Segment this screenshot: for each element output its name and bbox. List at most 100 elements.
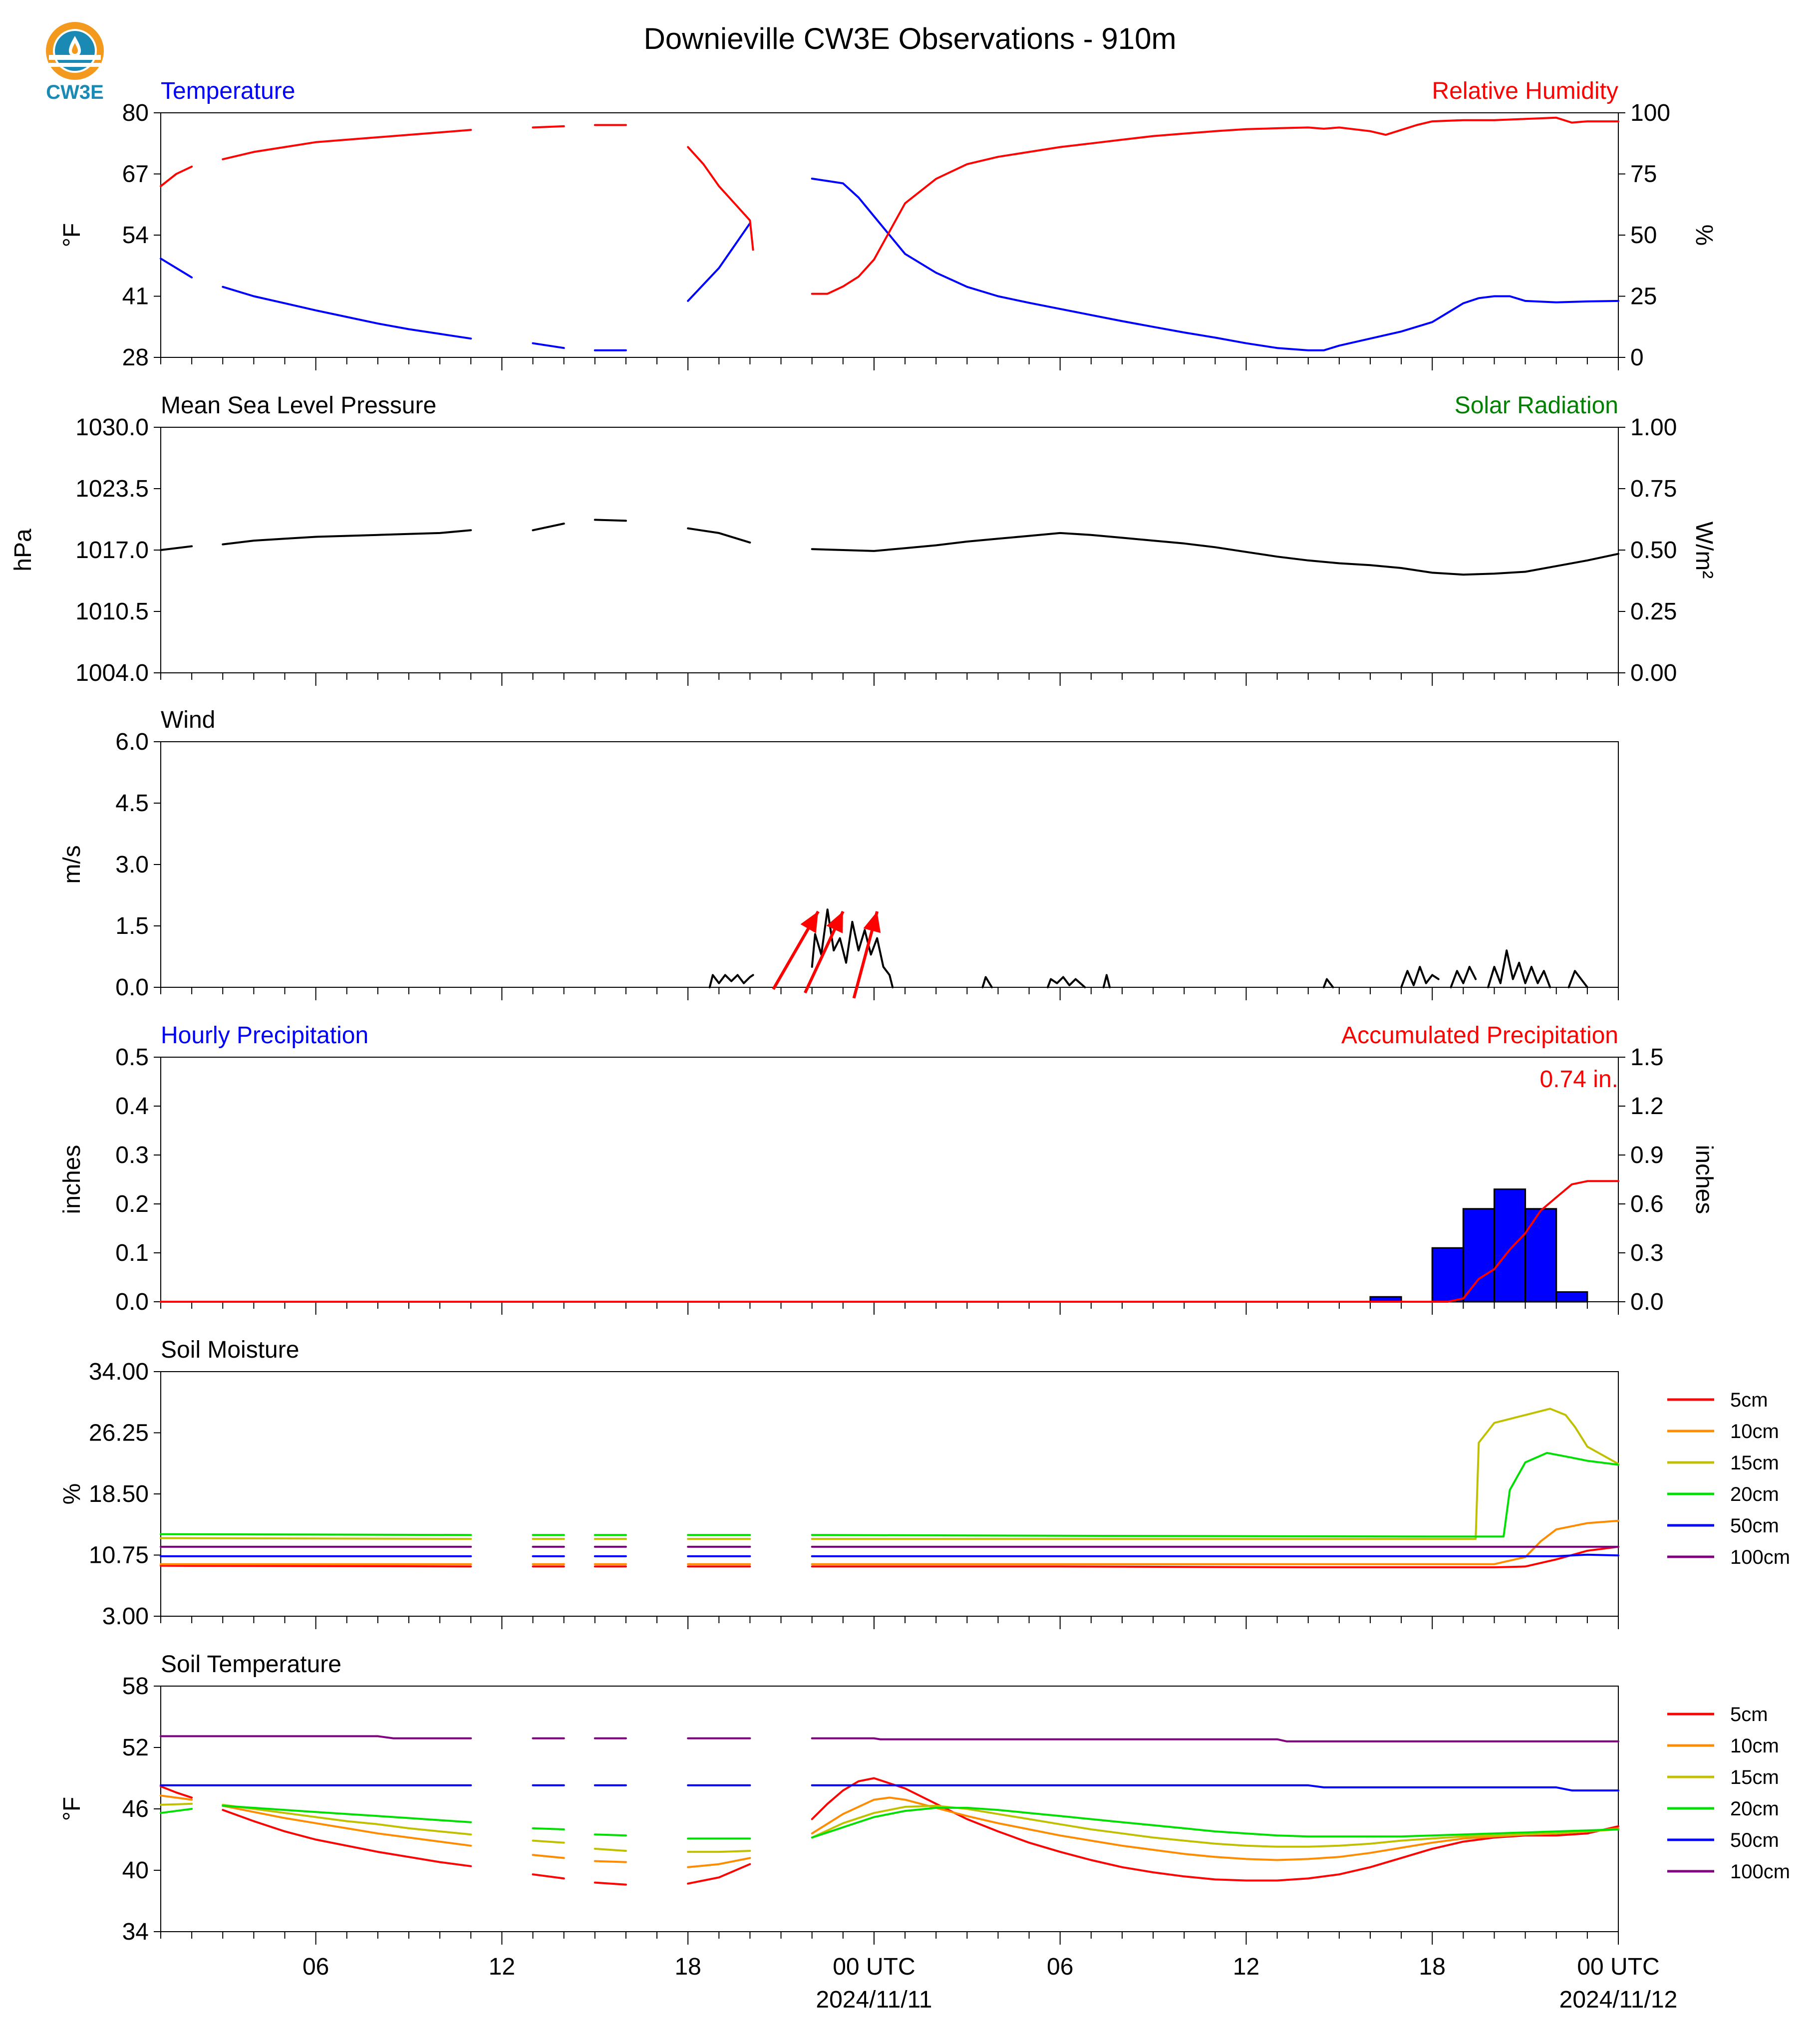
series-20cm [160,1804,1619,1840]
logo-text: CW3E [46,81,104,103]
series-relative-humidity [160,116,1619,295]
y-tick-label-left: 0.3 [115,1142,149,1168]
y-tick-label-left: 0.5 [115,1044,149,1071]
series-line-segment [811,1553,1619,1557]
legend-label: 10cm [1730,1735,1779,1757]
x-tick-label: 00 UTC [1577,1954,1659,1980]
legend-label: 5cm [1730,1704,1768,1726]
y-tick-label-left: 80 [122,100,149,126]
series-line-segment [811,908,894,988]
y-axis-label-left: °F [59,223,85,248]
series-line-segment [1046,976,1086,988]
series-15cm [160,1408,1619,1540]
wind-arrow-head [800,911,819,933]
legend-label: 20cm [1730,1483,1779,1505]
y-tick-label-left: 6.0 [115,729,149,755]
series-line-segment [532,1827,565,1830]
y-tick-label-left: 34.00 [89,1359,149,1385]
wind-direction-arrow [772,910,820,990]
y-tick-label-left: 0.0 [115,974,149,1001]
panel-title-left: Wind [161,707,215,733]
series-line-segment [1450,966,1477,988]
series-line-segment [160,545,193,551]
y-tick-label-left: 54 [122,222,149,249]
y-tick-label-left: 1030.0 [75,414,149,441]
series-line-segment [594,1833,627,1837]
legend-label: 100cm [1730,1546,1790,1568]
series-line-segment [1487,949,1551,988]
series-line-segment [811,1545,1619,1568]
series-line-segment [811,1806,1619,1839]
y-axis-label-right: W/m² [1691,522,1717,579]
legend-label: 50cm [1730,1515,1779,1537]
y-tick-label-left: 1.5 [115,913,149,939]
y-axis-label-right: % [1691,225,1717,246]
series-line-segment [222,1804,472,1847]
y-tick-label-left: 26.25 [89,1420,149,1447]
wind-arrow-head [863,911,881,933]
hourly-precip-bar [1524,1208,1557,1303]
y-tick-label-left: 3.00 [102,1603,149,1630]
series-line-segment [160,1564,472,1568]
x-date-label: 2024/11/12 [1559,1987,1678,2013]
y-tick-label-right: 1.5 [1630,1044,1664,1071]
series-line-segment [687,1857,751,1868]
series-line-segment [811,532,1619,576]
y-tick-label-left: 58 [122,1673,149,1700]
y-tick-label-right: 0.25 [1630,598,1677,625]
y-tick-label-right: 100 [1630,100,1670,126]
legend-label: 15cm [1730,1452,1779,1474]
panel-soil_moisture: Soil Moisture 3.00 10.75 18.50 26.25 34.00% 5c… [59,1337,1790,1630]
y-tick-label-left: 1017.0 [75,537,149,564]
series-10cm [160,1794,1619,1868]
series-20cm [160,1451,1619,1538]
series-line-segment [811,1804,1619,1848]
series-line-segment [594,1860,627,1863]
y-tick-label-left: 1010.5 [75,598,149,625]
series-line-segment [811,1451,1619,1538]
series-line-segment [687,1863,751,1885]
y-tick-label-right: 0 [1630,344,1644,371]
panel-wind: Wind 0.0 1.5 3.0 4.5 6.0 m/s [59,707,1619,1001]
x-tick-label: 00 UTC [833,1954,915,1980]
series-5cm [160,1545,1619,1568]
panel-title-right: Accumulated Precipitation [1341,1022,1618,1049]
y-tick-label-right: 0.6 [1630,1191,1664,1217]
y-tick-label-left: 0.2 [115,1191,149,1217]
y-tick-label-right: 0.3 [1630,1240,1664,1266]
accumulated-total-label: 0.74 in. [1540,1066,1618,1093]
legend: 5cm 10cm 15cm 20cm 50cm 100cm [1667,1704,1790,1883]
y-tick-label-right: 0.75 [1630,476,1677,502]
legend-label: 5cm [1730,1389,1768,1411]
series-line-segment [811,1784,1619,1792]
series-50cm [160,1553,1619,1557]
series-line-segment [687,146,754,251]
series-line-segment [1322,978,1334,988]
x-tick-label: 06 [1047,1954,1073,1980]
series-line-segment [687,1850,751,1853]
y-tick-label-left: 1004.0 [75,660,149,686]
y-axis-label-left: °F [59,1797,85,1821]
y-axis-label-left: % [59,1483,85,1505]
series-line-segment [532,125,565,129]
series-mean-sea-level-pressure [160,519,1619,576]
series-line-segment [594,1847,627,1852]
y-tick-label-left: 3.0 [115,852,149,878]
series-wind [708,908,1588,988]
accumulated-precip-line [160,1180,1619,1303]
panel-temp_rh: Temperature Relative Humidity 28 41 54 67 80 0 2… [59,78,1717,371]
series-100cm [160,1735,1619,1742]
series-line-segment [981,976,993,988]
legend-label: 100cm [1730,1861,1790,1883]
wind-direction-arrow [804,910,845,994]
legend-label: 50cm [1730,1829,1779,1851]
x-tick-label: 18 [674,1954,701,1980]
y-axis-label-right: inches [1691,1145,1717,1214]
series-line-segment [811,116,1619,295]
series-line-segment [1400,966,1440,988]
series-line-segment [532,342,565,349]
wind-arrow-head [826,911,843,933]
series-line-segment [160,1794,193,1801]
series-line-segment [160,1785,193,1799]
